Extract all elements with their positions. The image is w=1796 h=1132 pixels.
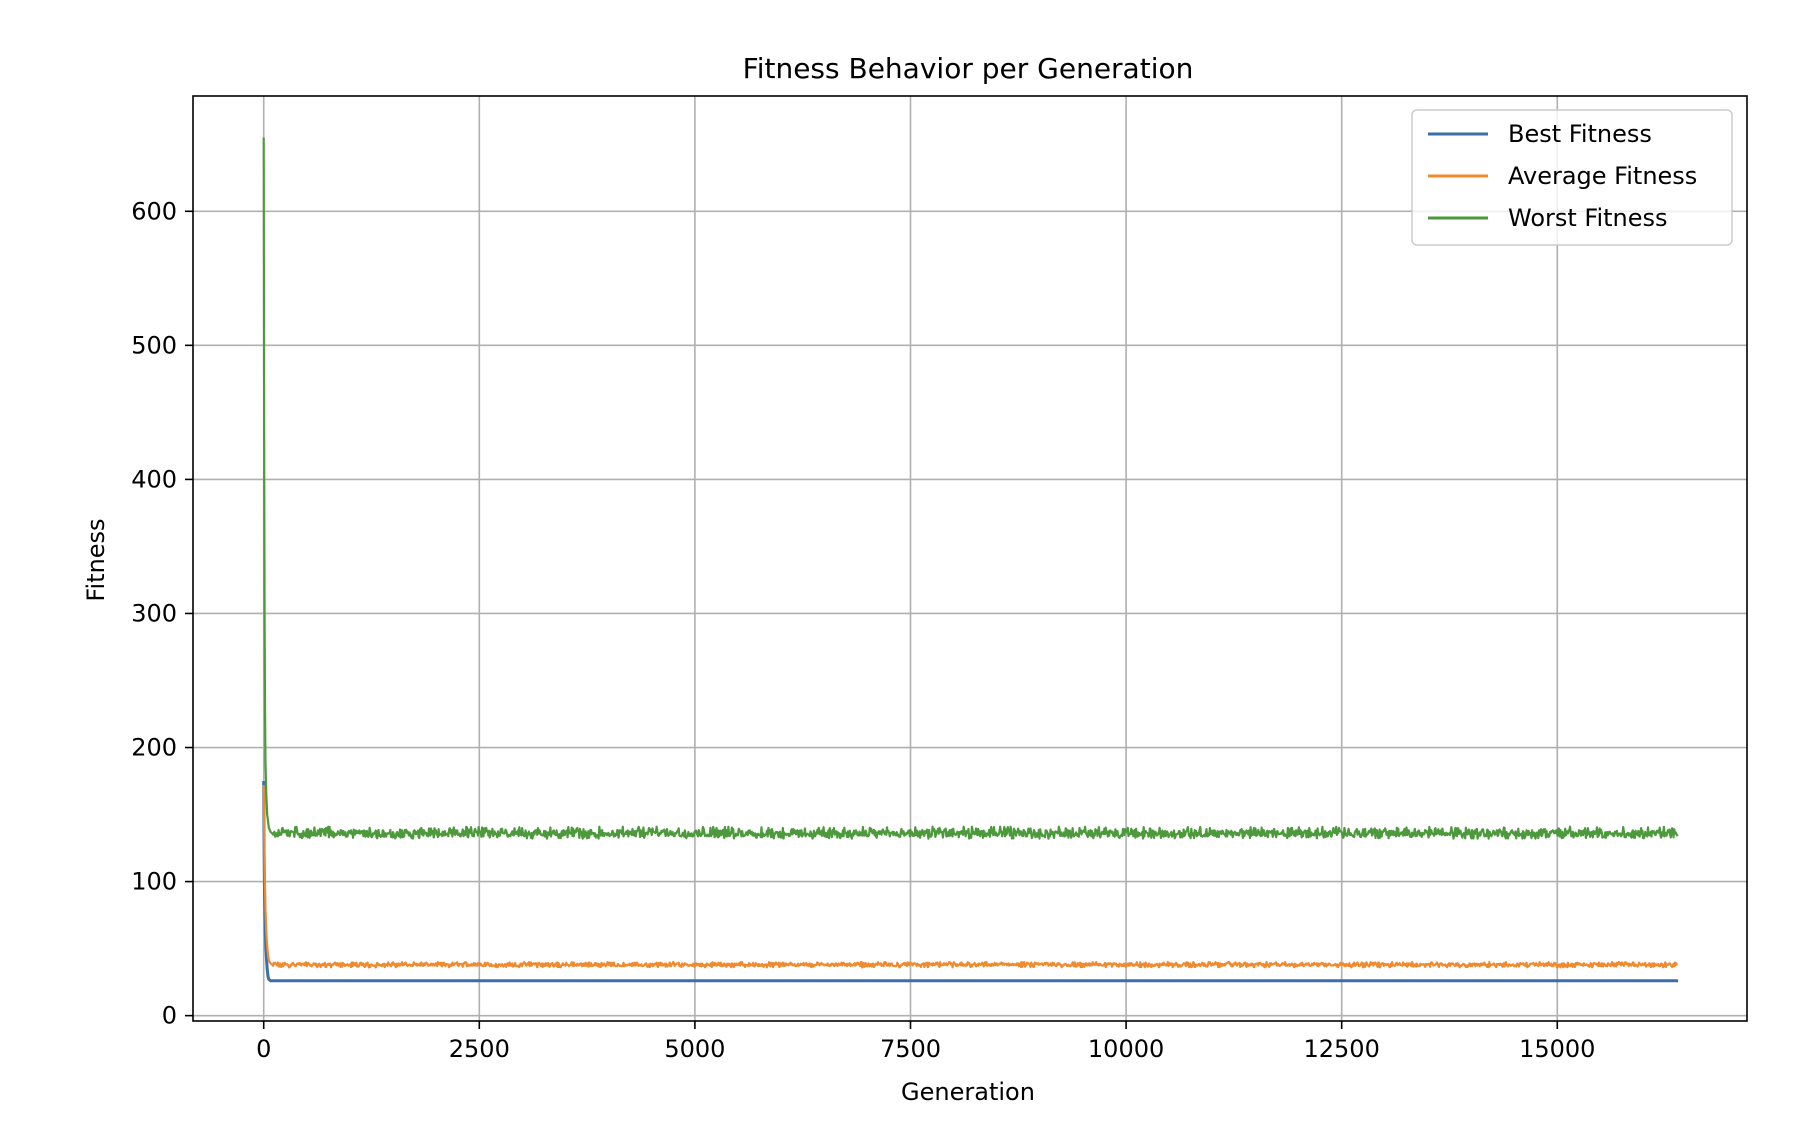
chart-title: Fitness Behavior per Generation <box>743 52 1194 85</box>
series-layer <box>262 137 1679 983</box>
y-tick-label: 400 <box>131 465 177 493</box>
series-line-3 <box>262 137 1679 840</box>
y-tick-label: 300 <box>131 599 177 627</box>
x-axis-label: Generation <box>901 1078 1035 1106</box>
y-axis-ticks: 0 100 200 300 400 500 600 <box>131 197 193 1030</box>
x-tick-label: 10000 <box>1088 1035 1164 1063</box>
legend-label: Worst Fitness <box>1508 204 1668 232</box>
y-axis-label: Fitness <box>82 518 110 601</box>
y-tick-label: 200 <box>131 734 177 762</box>
x-axis-ticks: 0 2500 5000 7500 10000 12500 15000 <box>256 1021 1595 1063</box>
y-tick-label: 100 <box>131 868 177 896</box>
grid-lines <box>193 96 1747 1021</box>
legend-box <box>1411 109 1733 246</box>
y-tick-label: 500 <box>131 331 177 359</box>
x-tick-label: 15000 <box>1519 1035 1595 1063</box>
legend-label: Best Fitness <box>1508 120 1652 148</box>
x-tick-label: 0 <box>256 1035 271 1063</box>
y-tick-label: 0 <box>162 1002 177 1030</box>
plot-frame <box>192 95 1748 1022</box>
legend: Best Fitness Average Fitness Worst Fitness <box>1411 109 1733 246</box>
x-tick-label: 2500 <box>449 1035 510 1063</box>
x-tick-label: 12500 <box>1304 1035 1380 1063</box>
y-tick-label: 600 <box>131 197 177 225</box>
x-tick-label: 7500 <box>880 1035 941 1063</box>
x-tick-label: 5000 <box>664 1035 725 1063</box>
series-line-2 <box>262 785 1679 969</box>
legend-label: Average Fitness <box>1508 162 1697 190</box>
